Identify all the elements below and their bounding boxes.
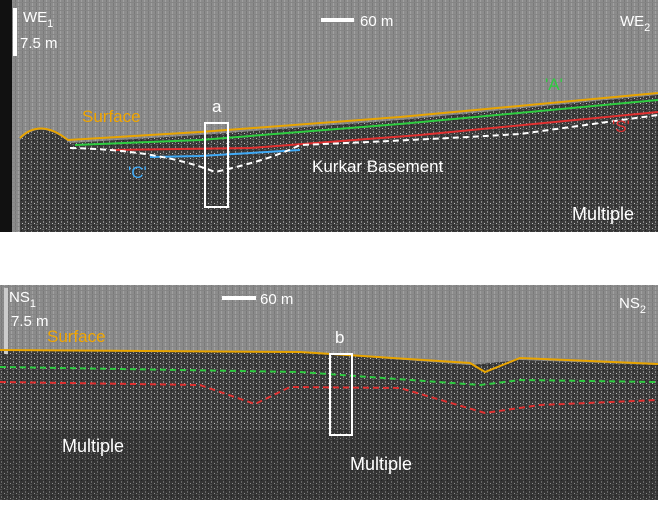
horizontal-scale-bar — [222, 296, 256, 300]
vertical-scale-bar — [13, 8, 17, 56]
surface-line — [0, 349, 658, 374]
reflector-a-line — [74, 99, 658, 146]
end-name: WE — [620, 13, 644, 30]
reflector-c-line — [149, 149, 301, 158]
profile-end: WE2 — [620, 13, 650, 34]
vertical-scale: 7.5 m — [11, 313, 49, 330]
start-name: WE — [23, 9, 47, 26]
panel-we: WE1 7.5 m 60 m WE2 Surface a 'A' 'S' 'C'… — [0, 0, 658, 232]
box-a — [204, 122, 229, 208]
reflector-s-label: 'S' — [612, 117, 630, 136]
start-sub: 1 — [30, 298, 36, 310]
multiple-label: Multiple — [62, 436, 124, 456]
box-b — [329, 353, 353, 436]
red-line — [0, 381, 658, 415]
reflector-a-label: 'A' — [545, 75, 563, 94]
panel-ns: NS1 7.5 m 60 m NS2 Surface b Multiple Mu… — [0, 285, 658, 500]
reflector-c-label: 'C' — [128, 163, 147, 182]
end-name: NS — [619, 295, 640, 312]
end-sub: 2 — [640, 304, 646, 316]
vertical-scale: 7.5 m — [20, 35, 58, 52]
horizontal-scale-bar — [321, 18, 354, 22]
start-sub: 1 — [47, 18, 53, 30]
sediment — [20, 95, 658, 232]
multiple-label: Multiple — [572, 204, 634, 224]
multiple-label: Multiple — [350, 454, 412, 474]
surface-label: Surface — [47, 327, 106, 346]
left-bar — [0, 0, 12, 232]
vertical-scale-bar — [4, 288, 8, 354]
multiple-zone — [0, 430, 658, 500]
profile-start: NS1 — [9, 289, 36, 310]
box-label: b — [335, 328, 344, 347]
reflector-s-line — [109, 111, 658, 151]
basement-label: Kurkar Basement — [312, 157, 444, 176]
box-label: a — [212, 97, 222, 116]
profile-end: NS2 — [619, 295, 646, 316]
profile-start: WE1 — [23, 9, 53, 30]
surface-label: Surface — [82, 107, 141, 126]
surface-line — [19, 92, 658, 142]
end-sub: 2 — [644, 22, 650, 34]
horizontal-scale: 60 m — [360, 13, 393, 30]
basement-line — [69, 114, 658, 174]
start-name: NS — [9, 289, 30, 306]
horizontal-scale: 60 m — [260, 291, 293, 308]
green-line — [0, 366, 658, 387]
